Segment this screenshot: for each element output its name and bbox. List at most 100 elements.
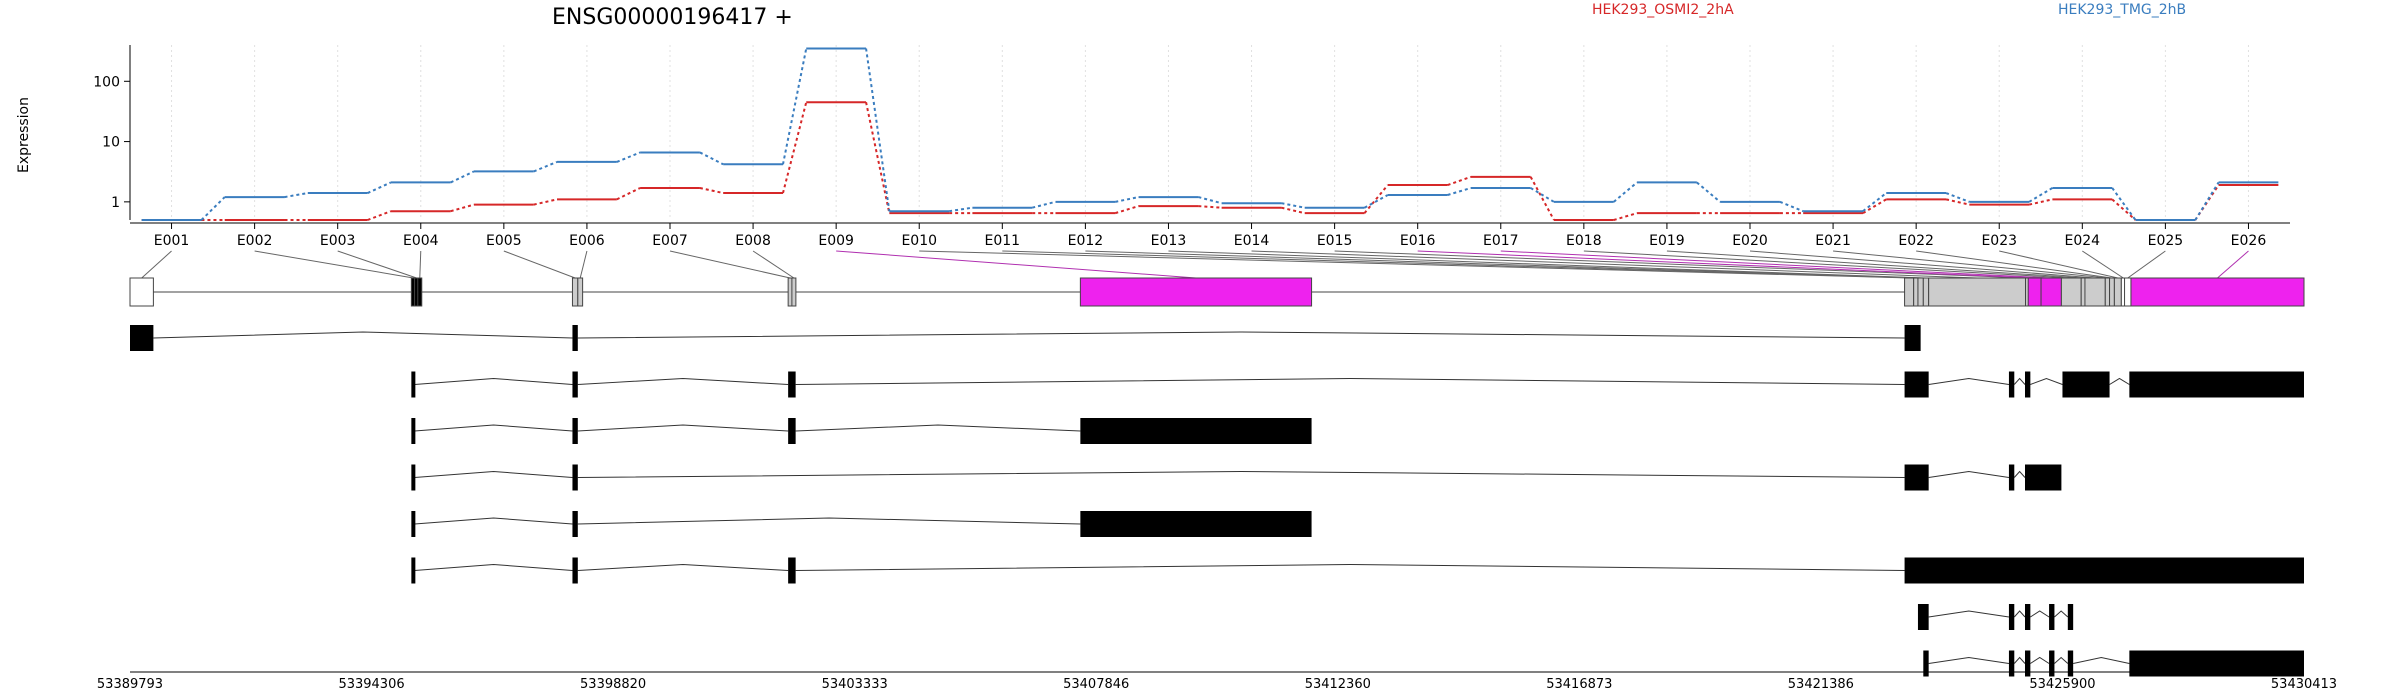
y-axis: 1 10 100 — [93, 45, 131, 220]
exon-connectors — [141, 250, 2249, 279]
series-1 — [141, 101, 2279, 221]
transcript-intron — [2030, 377, 2063, 385]
transcript-1 — [130, 325, 1921, 351]
exon-connector — [1168, 250, 1927, 279]
series-connector — [1363, 184, 1389, 214]
transcript-intron — [2013, 656, 2026, 664]
transcript-exon — [2008, 371, 2015, 398]
transcript-exon — [2067, 604, 2074, 630]
transcript-intron — [577, 377, 789, 385]
exon-connector — [1749, 250, 2096, 279]
exon-connector — [141, 250, 172, 279]
exon-bin-E025 — [2124, 277, 2132, 307]
series-connector — [616, 187, 641, 201]
exon-tick-label: E011 — [985, 233, 1021, 249]
transcript-exon — [2049, 604, 2055, 630]
transcript-exon — [788, 418, 796, 444]
exon-connector — [254, 250, 414, 279]
series-connector — [2111, 187, 2137, 221]
exon-tick-label: E005 — [486, 233, 522, 249]
transcript-intron — [414, 470, 573, 478]
series-connector — [948, 206, 973, 213]
transcript-exon — [1917, 604, 1929, 630]
exon-tick-label: E012 — [1068, 233, 1104, 249]
transcript-exon — [2024, 650, 2031, 677]
exon-connector — [579, 250, 588, 279]
exon-bin-E022 — [2109, 277, 2115, 307]
series-connector — [2194, 181, 2220, 221]
series-connector — [2028, 187, 2053, 203]
transcript-intron — [2013, 610, 2026, 618]
genomic-tick-label: 53412360 — [1305, 677, 1371, 692]
exon-connector — [1583, 250, 2072, 279]
transcript-intron — [2054, 610, 2069, 618]
exon-connector — [1999, 250, 2118, 279]
transcript-exon — [572, 511, 578, 537]
exon-connector — [1666, 250, 2084, 279]
exon-bin-E010 — [1904, 277, 1915, 307]
transcript-intron — [1928, 610, 2010, 618]
genomic-tick-label: 53394306 — [338, 677, 404, 692]
exon-bin-E016 — [2027, 277, 2042, 307]
transcript-exon — [788, 557, 796, 584]
exon-bin-E006 — [577, 277, 584, 307]
series-connector — [1447, 187, 1472, 196]
series-connector — [2028, 198, 2053, 206]
transcript-intron — [795, 563, 1905, 571]
chart-title: ENSG00000196417 + — [552, 5, 793, 30]
exon-tick-label: E009 — [818, 233, 854, 249]
transcript-exon — [1080, 418, 1312, 444]
transcript-6 — [411, 557, 2304, 584]
transcript-intron — [577, 331, 1905, 339]
series-connector — [782, 48, 808, 165]
series-connector — [1115, 205, 1139, 215]
transcript-intron — [2030, 610, 2050, 618]
transcript-intron — [795, 424, 1081, 432]
series-2 — [141, 47, 2279, 221]
series-connector — [1281, 202, 1305, 209]
exon-tick-label: E025 — [2148, 233, 2184, 249]
genomic-tick-label: 53421386 — [1788, 677, 1854, 692]
legend-series-tmg: HEK293_TMG_2hB — [2058, 2, 2186, 18]
transcript-3 — [411, 418, 1312, 444]
series-connector — [200, 196, 226, 221]
exon-tick-label: E021 — [1815, 233, 1851, 249]
y-tick-label: 100 — [93, 74, 120, 90]
genomic-axis: 53389793 53394306 53398820 53403333 53407846… — [97, 671, 2337, 692]
transcript-intron — [1928, 377, 2010, 385]
exon-tick-label: E013 — [1151, 233, 1187, 249]
transcript-intron — [2013, 377, 2026, 385]
exon-connector — [752, 250, 795, 279]
transcript-5 — [411, 511, 1312, 537]
genomic-tick-label: 53403333 — [822, 677, 888, 692]
series-connector — [1281, 206, 1305, 215]
series-connector — [1364, 194, 1389, 209]
exon-tick-label: E006 — [569, 233, 605, 249]
transcript-exon — [2024, 371, 2031, 398]
series-connector — [450, 170, 475, 184]
transcript-intron — [414, 517, 573, 525]
exon-tick-label: E007 — [652, 233, 688, 249]
exon-bin-E013 — [1922, 277, 1930, 307]
genomic-tick-label: 53425900 — [2029, 677, 2095, 692]
transcript-intron — [577, 470, 1905, 478]
transcript-exon — [1904, 371, 1929, 398]
transcript-intron — [577, 517, 1081, 525]
y-axis-label: Expression — [16, 97, 32, 173]
exon-tick-label: E008 — [735, 233, 771, 249]
transcript-exon — [2067, 650, 2074, 677]
series-connector — [782, 101, 808, 194]
exon-tick-label: E026 — [2231, 233, 2267, 249]
exon-tick-label: E003 — [320, 233, 356, 249]
exon-connector — [2127, 250, 2166, 279]
transcript-7 — [1917, 604, 2074, 630]
genomic-tick-label: 53416873 — [1546, 677, 1612, 692]
transcript-exon — [1904, 325, 1921, 351]
series-connector — [1945, 192, 1970, 203]
transcript-exon — [572, 464, 578, 491]
series-connector — [1198, 205, 1222, 209]
genomic-tick-label: 53398820 — [580, 677, 646, 692]
exon-connector — [337, 250, 417, 279]
exon-connector — [919, 250, 1910, 279]
series-connector — [1447, 175, 1472, 186]
